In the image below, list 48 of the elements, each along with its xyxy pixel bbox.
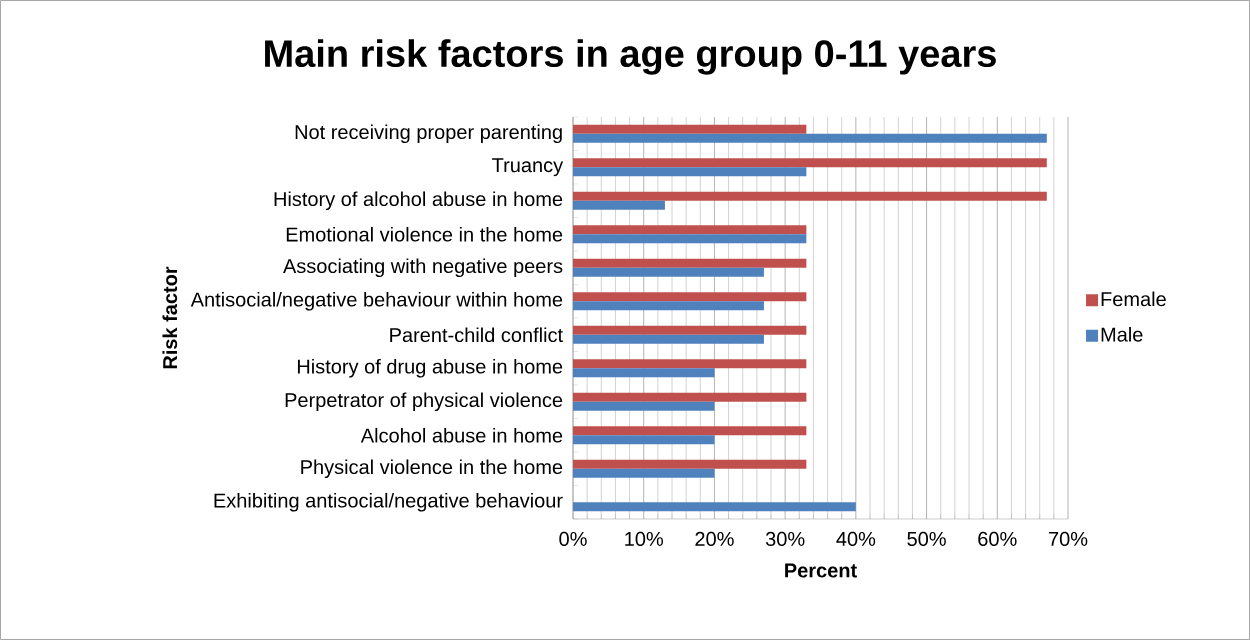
bar <box>573 258 807 268</box>
x-tick-label: 70% <box>1049 531 1088 547</box>
legend-label: Female <box>1101 291 1166 307</box>
bar <box>573 435 715 445</box>
y-tick-label: Parent-child conflict <box>390 327 563 343</box>
bar <box>573 124 807 134</box>
bar <box>573 502 856 512</box>
x-tick-label: 10% <box>625 531 664 547</box>
y-tick-label: Antisocial/negative behaviour within home <box>190 291 563 311</box>
bar <box>573 392 807 402</box>
x-tick-label: 0% <box>559 531 587 547</box>
bar <box>573 334 764 344</box>
x-tick-label: 50% <box>907 531 946 547</box>
bar <box>573 401 715 411</box>
bar <box>573 225 807 235</box>
x-tick-label: 30% <box>765 531 805 547</box>
bar <box>573 191 1047 201</box>
y-tick-label: Exhibiting antisocial/negative behaviour <box>214 492 563 512</box>
bar <box>573 158 1047 168</box>
bar <box>573 167 807 177</box>
bar <box>573 234 807 244</box>
x-axis-title: Percent <box>785 563 857 578</box>
bar <box>573 468 715 478</box>
y-tick-label: Physical violence in the home <box>301 459 563 479</box>
y-tick-label: Perpetrator of physical violence <box>285 392 563 412</box>
y-tick-label: History of alcohol abuse in home <box>274 191 563 211</box>
chart-title: Main risk factors in age group 0-11 years <box>265 39 996 75</box>
y-tick-label: Emotional violence in the home <box>286 226 563 242</box>
y-tick-label: History of drug abuse in home <box>297 358 563 378</box>
bar <box>573 426 807 436</box>
y-tick-label: Not receiving proper parenting <box>295 124 562 144</box>
x-tick-label: 60% <box>978 531 1017 547</box>
bar <box>573 301 764 311</box>
y-tick-label: Associating with negative peers <box>283 258 563 278</box>
bar <box>573 359 807 369</box>
bar <box>573 325 807 335</box>
y-tick-label: Truancy <box>492 158 564 177</box>
bar <box>573 459 807 469</box>
x-tick-label: 20% <box>695 531 734 547</box>
bar <box>573 200 665 210</box>
x-tick-label: 40% <box>836 531 876 547</box>
bar <box>573 267 764 277</box>
bar <box>573 292 807 302</box>
y-tick-label: Alcohol abuse in home <box>360 427 563 443</box>
bar <box>573 368 715 378</box>
y-axis-title: Risk factor <box>162 266 178 369</box>
legend-label: Male <box>1101 326 1143 342</box>
bar <box>573 133 1047 143</box>
